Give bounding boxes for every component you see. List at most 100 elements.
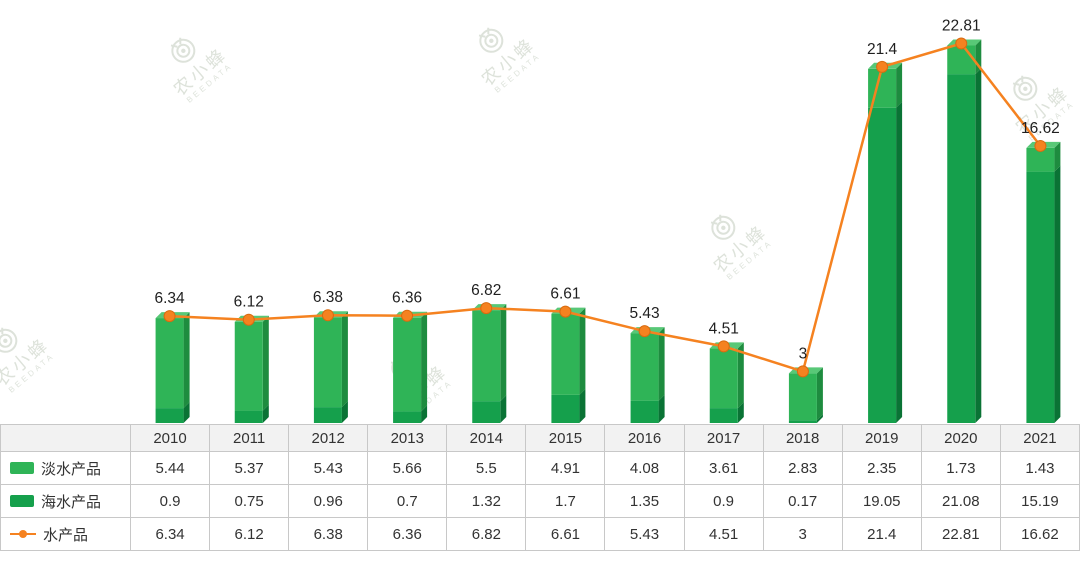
- value-cell: 15.19: [999, 484, 1080, 518]
- value-cell: 4.08: [604, 451, 685, 485]
- value-cell: 4.91: [525, 451, 606, 485]
- value-cell: 3.61: [683, 451, 764, 485]
- value-cell: 5.44: [129, 451, 211, 485]
- table-row: 淡水产品 5.44 5.37 5.43 5.66 5.5 4.91 4.08 3.61 2.83 2…: [0, 451, 1080, 485]
- value-cell: 0.96: [288, 484, 369, 518]
- value-cell: 5.5: [446, 451, 527, 485]
- bar-front-seawater: [1026, 171, 1055, 423]
- value-label: 6.82: [471, 282, 501, 299]
- value-cell: 16.62: [999, 517, 1080, 551]
- line-marker: [955, 37, 968, 50]
- year-header-cell: 2019: [841, 424, 922, 452]
- year-header-cell: 2018: [762, 424, 843, 452]
- bar-front-freshwater: [709, 348, 738, 409]
- bar-front-seawater: [472, 401, 501, 423]
- total-line: [169, 42, 1042, 373]
- line-marker: [559, 305, 572, 318]
- bar-side-seawater: [816, 414, 823, 423]
- year-header-cell: 2010: [129, 424, 211, 452]
- bar-side-seawater: [341, 401, 348, 423]
- value-cell: 5.43: [604, 517, 685, 551]
- line-marker: [401, 309, 414, 322]
- value-label: 6.36: [392, 290, 422, 307]
- bar-front-freshwater: [234, 321, 263, 411]
- bar-front-freshwater: [551, 313, 580, 395]
- line-marker: [796, 365, 809, 378]
- bar-front-seawater: [868, 107, 897, 423]
- bar-side-seawater: [262, 404, 269, 423]
- bar-side-seawater: [183, 402, 190, 423]
- year-header-cell: 2014: [446, 424, 527, 452]
- seawater-swatch: [10, 495, 34, 507]
- year-header-cell: 2011: [209, 424, 290, 452]
- bar-front-freshwater: [393, 317, 422, 412]
- bar-side-seawater: [500, 395, 507, 423]
- year-header-cell: 2013: [367, 424, 448, 452]
- line-marker: [242, 313, 255, 326]
- stacked-bar-line-chart: 6.34 6.12 6.38 6.36 6.82 6.61 5.43 4.51 3 21.4 22.…: [154, 17, 1061, 423]
- bar-front-seawater: [234, 410, 263, 423]
- year-header-cell: 2020: [920, 424, 1001, 452]
- bar-side-freshwater: [262, 315, 269, 411]
- bar-side-freshwater: [896, 62, 903, 108]
- bar-front-seawater: [630, 400, 659, 423]
- bar-side-seawater: [658, 394, 665, 423]
- bar-front-freshwater: [630, 333, 659, 401]
- legend-freshwater: 淡水产品: [0, 451, 131, 485]
- value-cell: 0.75: [209, 484, 290, 518]
- value-cell: 0.7: [367, 484, 448, 518]
- value-label: 16.62: [1021, 120, 1060, 137]
- value-label: 6.61: [550, 286, 580, 303]
- bar-front-seawater: [313, 407, 342, 423]
- aquatic-line-swatch: [10, 530, 36, 538]
- bar-side-freshwater: [421, 311, 428, 412]
- line-marker: [1034, 139, 1047, 152]
- value-cell: 6.12: [209, 517, 290, 551]
- bar-side-freshwater: [183, 312, 190, 409]
- value-cell: 1.7: [525, 484, 606, 518]
- value-cell: 1.73: [920, 451, 1001, 485]
- bar-front-seawater: [788, 420, 817, 423]
- bar-front-freshwater: [1026, 147, 1055, 172]
- value-cell: 6.82: [446, 517, 527, 551]
- line-marker: [163, 310, 176, 323]
- value-cell: 5.37: [209, 451, 290, 485]
- freshwater-swatch: [10, 462, 34, 474]
- legend-aquatic-line: 水产品: [0, 517, 131, 551]
- chart-data-table: 2010 2011 2012 2013 2014 2015 2016 2017 2018 2019…: [0, 424, 1080, 551]
- value-cell: 6.61: [525, 517, 606, 551]
- bar-side-freshwater: [816, 367, 823, 421]
- value-cell: 6.36: [367, 517, 448, 551]
- line-dot-icon: [19, 530, 27, 538]
- bar-front-freshwater: [313, 317, 342, 408]
- value-label: 22.81: [942, 17, 981, 34]
- value-cell: 22.81: [920, 517, 1001, 551]
- line-marker: [321, 309, 334, 322]
- value-cell: 19.05: [841, 484, 922, 518]
- bar-front-seawater: [947, 74, 976, 423]
- value-cell: 2.83: [762, 451, 843, 485]
- bar-front-seawater: [393, 411, 422, 423]
- value-cell: 6.34: [129, 517, 211, 551]
- value-cell: 1.35: [604, 484, 685, 518]
- bar-side-freshwater: [658, 327, 665, 401]
- value-label: 6.38: [313, 289, 343, 306]
- value-label: 4.51: [709, 320, 739, 337]
- value-label: 3: [799, 345, 808, 362]
- bar-side-freshwater: [341, 311, 348, 408]
- legend-label: 水产品: [43, 526, 89, 544]
- bar-side-seawater: [737, 402, 744, 423]
- value-label: 6.34: [154, 290, 185, 307]
- line-marker: [638, 325, 651, 338]
- bar-front-freshwater: [788, 373, 817, 421]
- legend-label: 海水产品: [41, 493, 102, 511]
- bar-side-seawater: [421, 405, 428, 423]
- bar-side-seawater: [1054, 165, 1061, 423]
- bar-side-freshwater: [579, 307, 586, 395]
- value-cell: 6.38: [288, 517, 369, 551]
- value-label: 6.12: [234, 294, 264, 311]
- bar-side-seawater: [975, 68, 982, 423]
- value-label: 5.43: [629, 305, 659, 322]
- value-cell: 21.08: [920, 484, 1001, 518]
